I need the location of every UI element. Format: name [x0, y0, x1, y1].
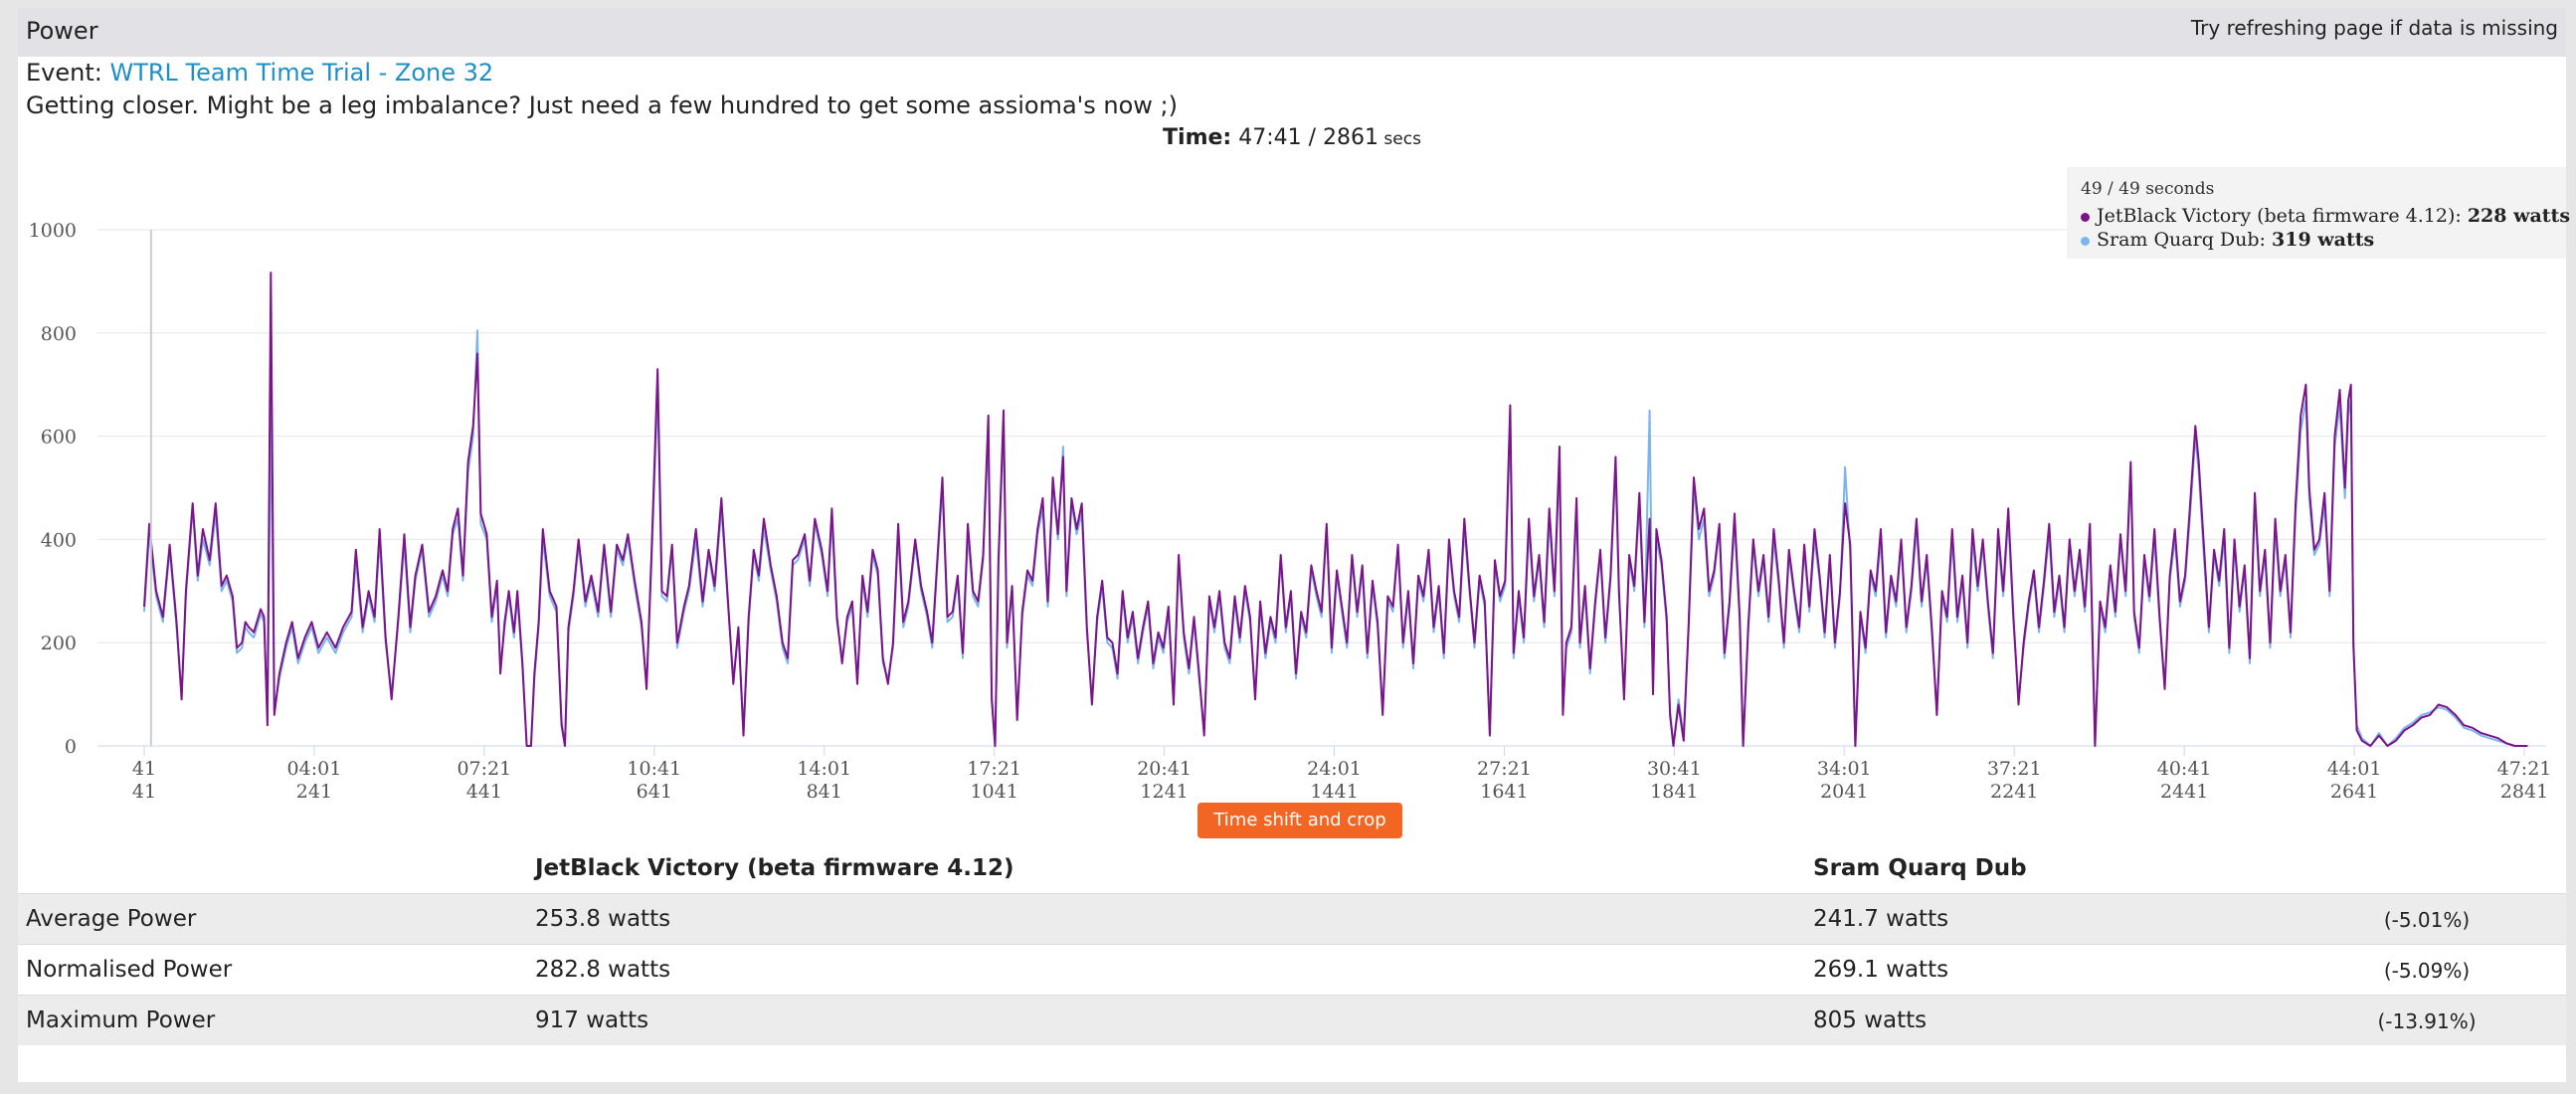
refresh-hint: Try refreshing page if data is missing	[2190, 16, 2558, 40]
tooltip-series-value: 319 watts	[2272, 229, 2375, 251]
stat-diff: (-5.01%)	[2383, 908, 2471, 932]
x-tick-seconds: 41	[132, 781, 156, 803]
x-tick-seconds: 241	[296, 781, 332, 803]
x-tick-seconds: 641	[637, 781, 672, 803]
x-tick-seconds: 441	[466, 781, 502, 803]
x-tick-seconds: 2241	[1990, 781, 2038, 803]
x-tick-seconds: 1041	[970, 781, 1017, 803]
panel-header: Power Try refreshing page if data is mis…	[18, 8, 2566, 57]
stat-label: Average Power	[26, 906, 197, 932]
series-line-jetblack	[143, 272, 2528, 747]
y-tick-label: 800	[41, 323, 77, 345]
x-tick-time: 37:21	[1987, 758, 2042, 780]
y-tick-label: 600	[41, 427, 77, 449]
x-tick-seconds: 1441	[1310, 781, 1358, 803]
x-tick-time: 47:21	[2497, 758, 2552, 780]
series-line-quarq	[143, 329, 2528, 747]
time-shift-crop-button[interactable]: Time shift and crop	[1197, 803, 1402, 838]
x-tick-seconds: 1841	[1650, 781, 1698, 803]
chart-tooltip: 49 / 49 seconds JetBlack Victory (beta f…	[2067, 167, 2570, 259]
y-tick-label: 200	[41, 633, 77, 654]
x-tick-time: 07:21	[457, 758, 511, 780]
x-tick-time: 41	[132, 758, 156, 780]
stat-value-quarq: 805 watts	[1813, 1007, 1928, 1033]
x-tick-time: 24:01	[1307, 758, 1362, 780]
stat-value-quarq: 269.1 watts	[1813, 957, 1949, 983]
tooltip-series-name: JetBlack Victory (beta firmware 4.12)	[2097, 205, 2456, 227]
x-tick-time: 10:41	[627, 758, 681, 780]
event-link[interactable]: WTRL Team Time Trial - Zone 32	[109, 59, 494, 87]
y-axis: 0 200 400 600 800 1000	[29, 220, 77, 758]
event-line: Event: WTRL Team Time Trial - Zone 32	[26, 59, 493, 87]
activity-description: Getting closer. Might be a leg imbalance…	[26, 91, 1178, 119]
x-tick-seconds: 2041	[1820, 781, 1868, 803]
stats-header-row: JetBlack Victory (beta firmware 4.12) Sr…	[18, 843, 2566, 893]
x-tick-time: 04:01	[287, 758, 342, 780]
x-tick-time: 30:41	[1647, 758, 1702, 780]
stat-value-quarq: 241.7 watts	[1813, 906, 1949, 932]
series-layer	[143, 272, 2528, 747]
x-tick-time: 40:41	[2157, 758, 2212, 780]
y-tick-label: 400	[41, 529, 77, 551]
x-tick-time: 34:01	[1817, 758, 1872, 780]
series-dot-icon	[2081, 212, 2090, 222]
x-tick-seconds: 1641	[1480, 781, 1528, 803]
x-tick-seconds: 2441	[2160, 781, 2208, 803]
stat-diff: (-5.09%)	[2383, 959, 2471, 983]
tooltip-series-name: Sram Quarq Dub	[2097, 229, 2260, 251]
table-row: Maximum Power 917 watts 805 watts (-13.9…	[18, 996, 2566, 1045]
x-tick-time: 20:41	[1137, 758, 1192, 780]
x-tick-seconds: 2641	[2330, 781, 2378, 803]
table-row: Normalised Power 282.8 watts 269.1 watts…	[18, 945, 2566, 995]
stat-value-jetblack: 917 watts	[535, 1007, 649, 1033]
time-unit: secs	[1379, 129, 1421, 149]
column-header-jetblack: JetBlack Victory (beta firmware 4.12)	[535, 855, 1014, 881]
x-tick-time: 14:01	[797, 758, 851, 780]
tooltip-header: 49 / 49 seconds	[2081, 179, 2215, 199]
tooltip-row-quarq: Sram Quarq Dub: 319 watts	[2081, 229, 2374, 251]
time-readout: Time: 47:41 / 2861 secs	[18, 125, 2566, 150]
column-header-quarq: Sram Quarq Dub	[1813, 855, 2027, 881]
series-dot-icon	[2081, 236, 2090, 246]
x-tick-time: 44:01	[2327, 758, 2382, 780]
time-value: 47:41 / 2861	[1231, 125, 1380, 150]
x-tick-time: 27:21	[1477, 758, 1532, 780]
stat-label: Maximum Power	[26, 1007, 216, 1033]
stat-value-jetblack: 253.8 watts	[535, 906, 671, 932]
x-tick-seconds: 2841	[2500, 781, 2548, 803]
power-panel: Power Try refreshing page if data is mis…	[18, 8, 2570, 1082]
event-label: Event:	[26, 59, 110, 87]
tooltip-row-jetblack: JetBlack Victory (beta firmware 4.12): 2…	[2081, 205, 2570, 227]
panel-title: Power	[26, 17, 98, 45]
x-tick-time: 17:21	[967, 758, 1021, 780]
x-tick-seconds: 841	[807, 781, 842, 803]
chart-grid	[97, 229, 2546, 747]
table-row: Average Power 253.8 watts 241.7 watts (-…	[18, 894, 2566, 944]
time-label: Time:	[1163, 125, 1232, 150]
y-tick-label: 1000	[29, 220, 77, 242]
stat-value-jetblack: 282.8 watts	[535, 957, 671, 983]
x-tick-seconds: 1241	[1140, 781, 1188, 803]
stat-diff: (-13.91%)	[2377, 1009, 2477, 1033]
tooltip-series-value: 228 watts	[2467, 205, 2571, 227]
y-tick-label: 0	[65, 736, 77, 758]
stat-label: Normalised Power	[26, 957, 233, 983]
